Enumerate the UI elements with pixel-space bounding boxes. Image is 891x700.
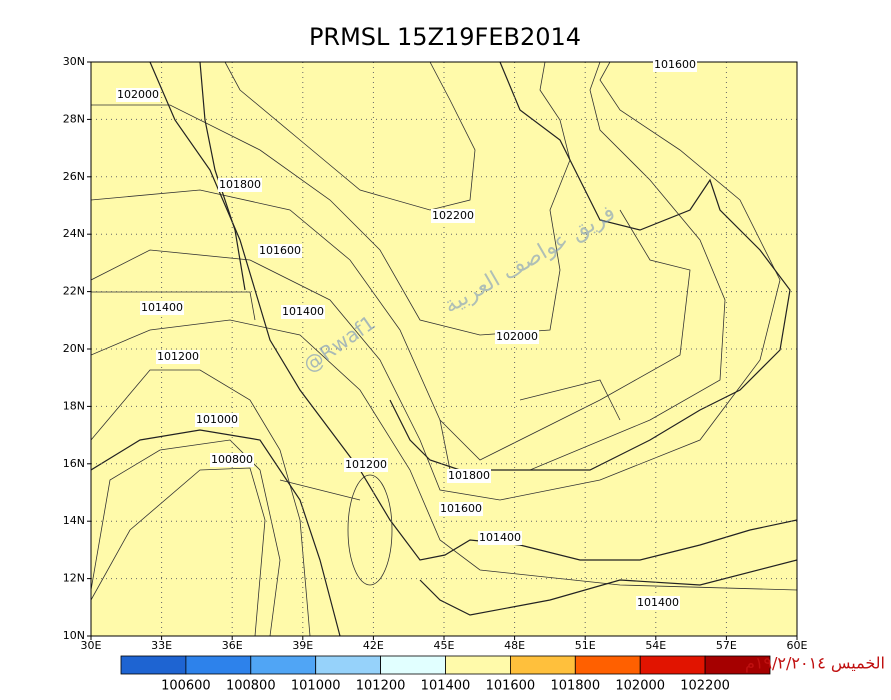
lat-label: 22N [63, 285, 85, 298]
contour-label: 101400 [479, 531, 521, 544]
lon-label: 33E [151, 639, 172, 652]
contour-label-box [431, 209, 475, 223]
colorbar-swatch [120, 655, 187, 675]
lat-label: 28N [63, 112, 85, 125]
colorbar-label: 101400 [421, 679, 471, 694]
contour-label-box [478, 531, 522, 545]
contour-label-box [495, 330, 539, 344]
contour-label: 101400 [141, 301, 183, 314]
contour-label-box [140, 301, 184, 315]
colorbar-label: 101800 [550, 679, 600, 694]
contour-label: 101600 [440, 502, 482, 515]
lon-label: 36E [222, 639, 243, 652]
colorbar-swatch [639, 655, 706, 675]
lon-label: 57E [716, 639, 737, 652]
watermark-date: الخميس ١٩/٢/٢٠١٤م [745, 654, 885, 674]
contour-label: 101400 [282, 305, 324, 318]
contour-label: 101600 [259, 244, 301, 257]
graticule [91, 62, 797, 636]
colorbar-swatch [445, 655, 511, 675]
lat-label: 26N [63, 170, 85, 183]
lat-label: 20N [63, 342, 85, 355]
lat-label: 30N [63, 55, 85, 68]
contour-label-box [447, 469, 491, 483]
contour-label: 101800 [448, 469, 490, 482]
lat-label: 18N [63, 399, 85, 412]
colorbar-label: 101200 [356, 679, 406, 694]
colorbar-label: 100800 [226, 679, 276, 694]
contour-label-box [344, 458, 388, 472]
lat-label: 16N [63, 457, 85, 470]
colorbar-label: 101000 [291, 679, 341, 694]
contour-label-box [156, 350, 200, 364]
colorbar-label: 100600 [161, 679, 211, 694]
lon-label: 60E [787, 639, 808, 652]
map-title: PRMSL 15Z19FEB2014 [309, 23, 581, 51]
lat-label: 24N [63, 227, 85, 240]
lon-label: 51E [575, 639, 596, 652]
colorbar-label: 102200 [680, 679, 730, 694]
colorbar-swatch [315, 655, 382, 675]
lat-label: 10N [63, 629, 85, 642]
lon-label: 30E [81, 639, 102, 652]
contour-label: 100800 [211, 453, 253, 466]
contour-label-box [653, 58, 697, 72]
lat-label: 12N [63, 572, 85, 585]
contour-label-box [439, 502, 483, 516]
contour-label-box [210, 453, 254, 467]
lon-label: 45E [434, 639, 455, 652]
contour-label: 101000 [196, 413, 238, 426]
lon-label: 42E [363, 639, 384, 652]
colorbar-swatch [380, 655, 446, 675]
contour-label: 102000 [496, 330, 538, 343]
lat-label: 14N [63, 514, 85, 527]
contour-label: 101600 [654, 58, 696, 71]
colorbar-swatch [574, 655, 641, 675]
contour-label-box [258, 244, 302, 258]
lon-label: 54E [645, 639, 666, 652]
contour-label-box [281, 305, 325, 319]
colorbar-label: 102000 [615, 679, 665, 694]
contour-label: 101200 [157, 350, 199, 363]
colorbar-swatch [185, 655, 252, 675]
contour-label-box [218, 178, 262, 192]
colorbar-swatch [250, 655, 317, 675]
contour-label-box [636, 596, 680, 610]
lon-label: 48E [504, 639, 525, 652]
contour-label: 101200 [345, 458, 387, 471]
contour-label-box [116, 88, 160, 102]
colorbar-label: 101600 [486, 679, 536, 694]
colorbar-swatch [704, 655, 771, 675]
contour-label: 101400 [637, 596, 679, 609]
colorbar-swatch [509, 655, 576, 675]
contour-label-box [195, 413, 239, 427]
contour-label: 101800 [219, 178, 261, 191]
contour-label: 102000 [117, 88, 159, 101]
lon-label: 39E [292, 639, 313, 652]
contour-label: 102200 [432, 209, 474, 222]
